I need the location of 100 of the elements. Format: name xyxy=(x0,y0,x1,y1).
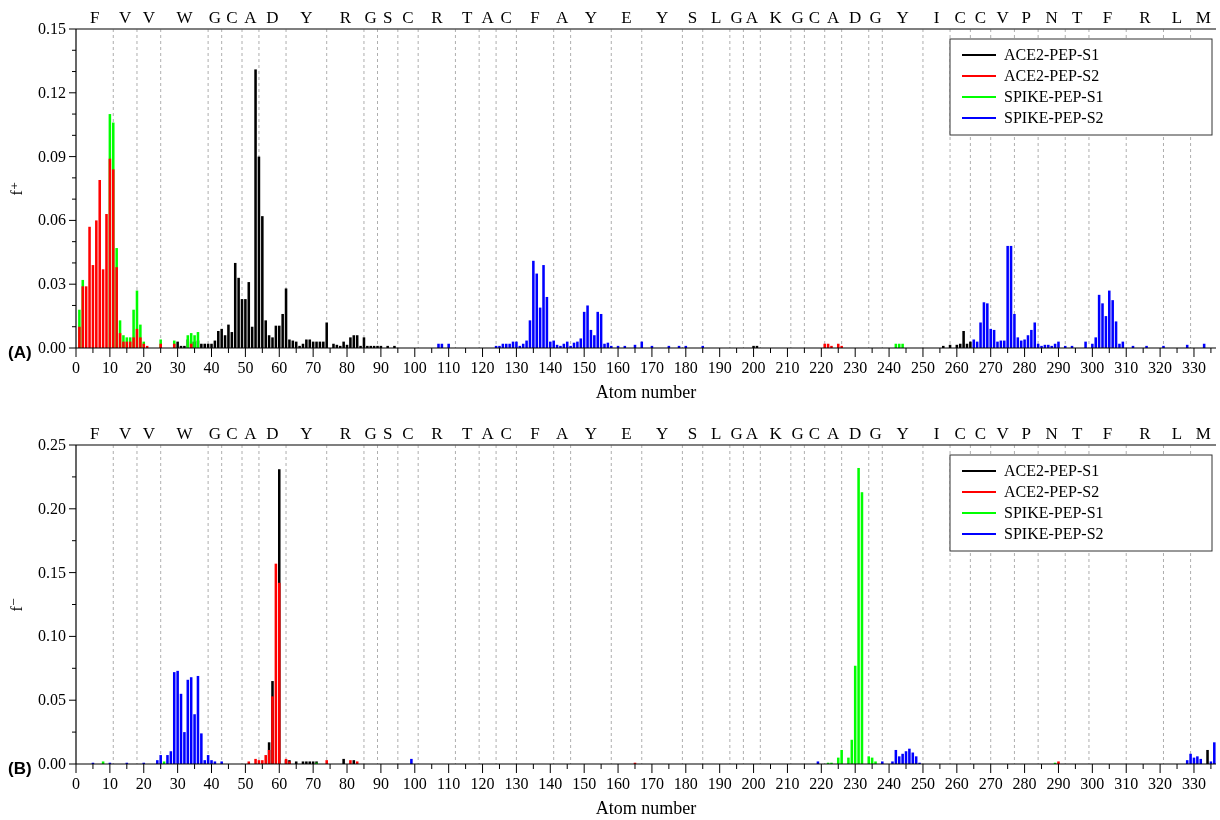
text: G xyxy=(869,8,882,27)
text: D xyxy=(266,424,279,443)
x-tick-label: 130 xyxy=(504,359,529,376)
y-axis-title: f⁺ xyxy=(8,181,25,196)
text: L xyxy=(711,8,722,27)
y-tick-label: 0.25 xyxy=(38,436,66,453)
text: R xyxy=(339,424,352,443)
legend-label: SPIKE-PEP-S2 xyxy=(1004,525,1104,542)
x-tick-label: 150 xyxy=(572,359,597,376)
text: F xyxy=(1102,424,1113,443)
text: C xyxy=(808,424,821,443)
text: V xyxy=(118,424,132,443)
text: K xyxy=(769,8,783,27)
text: I xyxy=(933,8,940,27)
x-tick-label: 250 xyxy=(910,359,935,376)
x-tick-label: 320 xyxy=(1148,775,1173,792)
text: C xyxy=(500,8,512,27)
text: G xyxy=(364,8,377,27)
text: C xyxy=(500,424,512,443)
text: C xyxy=(226,424,238,443)
x-tick-label: 10 xyxy=(101,359,118,376)
x-tick-label: 280 xyxy=(1012,775,1037,792)
legend-label: ACE2-PEP-S1 xyxy=(1004,46,1100,63)
x-tick-label: 260 xyxy=(944,359,969,376)
text: V xyxy=(142,424,156,443)
text: A xyxy=(556,8,570,27)
text: T xyxy=(1071,424,1083,443)
legend-label: ACE2-PEP-S1 xyxy=(1004,462,1100,479)
text: Y xyxy=(300,8,313,27)
text: I xyxy=(933,424,940,443)
y-tick-label: 0.09 xyxy=(38,147,66,165)
x-tick-label: 230 xyxy=(843,359,868,376)
text: G xyxy=(869,424,882,443)
x-tick-label: 310 xyxy=(1114,359,1139,376)
x-tick-label: 180 xyxy=(673,359,698,376)
text: Y xyxy=(896,8,909,27)
x-tick-label: 220 xyxy=(809,359,834,376)
x-tick-label: 70 xyxy=(305,775,322,792)
text: D xyxy=(849,424,862,443)
x-tick-label: 270 xyxy=(978,359,1003,376)
text: G xyxy=(730,424,743,443)
text: P xyxy=(1021,8,1032,27)
text: V xyxy=(996,8,1010,27)
y-tick-label: 0.15 xyxy=(38,20,66,37)
x-tick-label: 280 xyxy=(1012,359,1037,376)
x-tick-label: 10 xyxy=(101,775,118,792)
text: R xyxy=(339,8,352,27)
text: C xyxy=(954,424,966,443)
text: E xyxy=(621,8,632,27)
x-tick-label: 100 xyxy=(402,359,427,376)
x-tick-label: 230 xyxy=(843,775,868,792)
text: Y xyxy=(584,8,598,27)
x-tick-label: 290 xyxy=(1046,775,1071,792)
x-tick-label: 120 xyxy=(470,359,495,376)
text: C xyxy=(974,424,987,443)
text: Y xyxy=(584,424,598,443)
y-tick-label: 0.05 xyxy=(38,691,66,709)
text: C xyxy=(402,8,414,27)
text: P xyxy=(1021,424,1032,443)
text: G xyxy=(730,8,743,27)
text: M xyxy=(1195,424,1211,443)
text: A xyxy=(556,424,570,443)
x-tick-label: 30 xyxy=(169,359,186,376)
legend-label: SPIKE-PEP-S2 xyxy=(1004,109,1104,126)
text: A xyxy=(827,8,841,27)
x-tick-label: 80 xyxy=(339,359,356,376)
text: L xyxy=(1171,424,1183,443)
text: N xyxy=(1045,424,1058,443)
text: R xyxy=(431,424,444,443)
y-tick-label: 0.06 xyxy=(38,211,66,229)
x-tick-label: 170 xyxy=(639,775,664,792)
x-tick-label: 170 xyxy=(639,359,664,376)
text: N xyxy=(1045,8,1058,27)
x-tick-label: 40 xyxy=(203,775,220,792)
text: F xyxy=(89,424,100,443)
text: V xyxy=(996,424,1010,443)
y-tick-label: 0.00 xyxy=(38,755,66,772)
text: F xyxy=(530,424,540,443)
y-axis-title: f⁻ xyxy=(8,597,25,612)
text: L xyxy=(1171,8,1183,27)
text: T xyxy=(462,8,474,27)
text: A xyxy=(827,424,841,443)
legend-label: ACE2-PEP-S2 xyxy=(1004,67,1100,84)
text: V xyxy=(142,8,156,27)
text: A xyxy=(481,8,495,27)
x-tick-label: 0 xyxy=(72,775,80,792)
legend-label: ACE2-PEP-S2 xyxy=(1004,483,1100,500)
x-tick-label: 100 xyxy=(402,775,427,792)
x-tick-label: 60 xyxy=(271,359,288,376)
legend-label: SPIKE-PEP-S1 xyxy=(1004,504,1104,521)
x-tick-label: 160 xyxy=(606,359,631,376)
text: S xyxy=(382,8,393,27)
y-tick-label: 0.15 xyxy=(38,563,66,581)
text: W xyxy=(176,8,194,27)
x-tick-label: 60 xyxy=(271,775,288,792)
text: G xyxy=(364,424,377,443)
text: R xyxy=(431,8,444,27)
x-tick-label: 20 xyxy=(135,359,152,376)
legend-label: SPIKE-PEP-S1 xyxy=(1004,88,1104,105)
x-tick-label: 260 xyxy=(944,775,969,792)
